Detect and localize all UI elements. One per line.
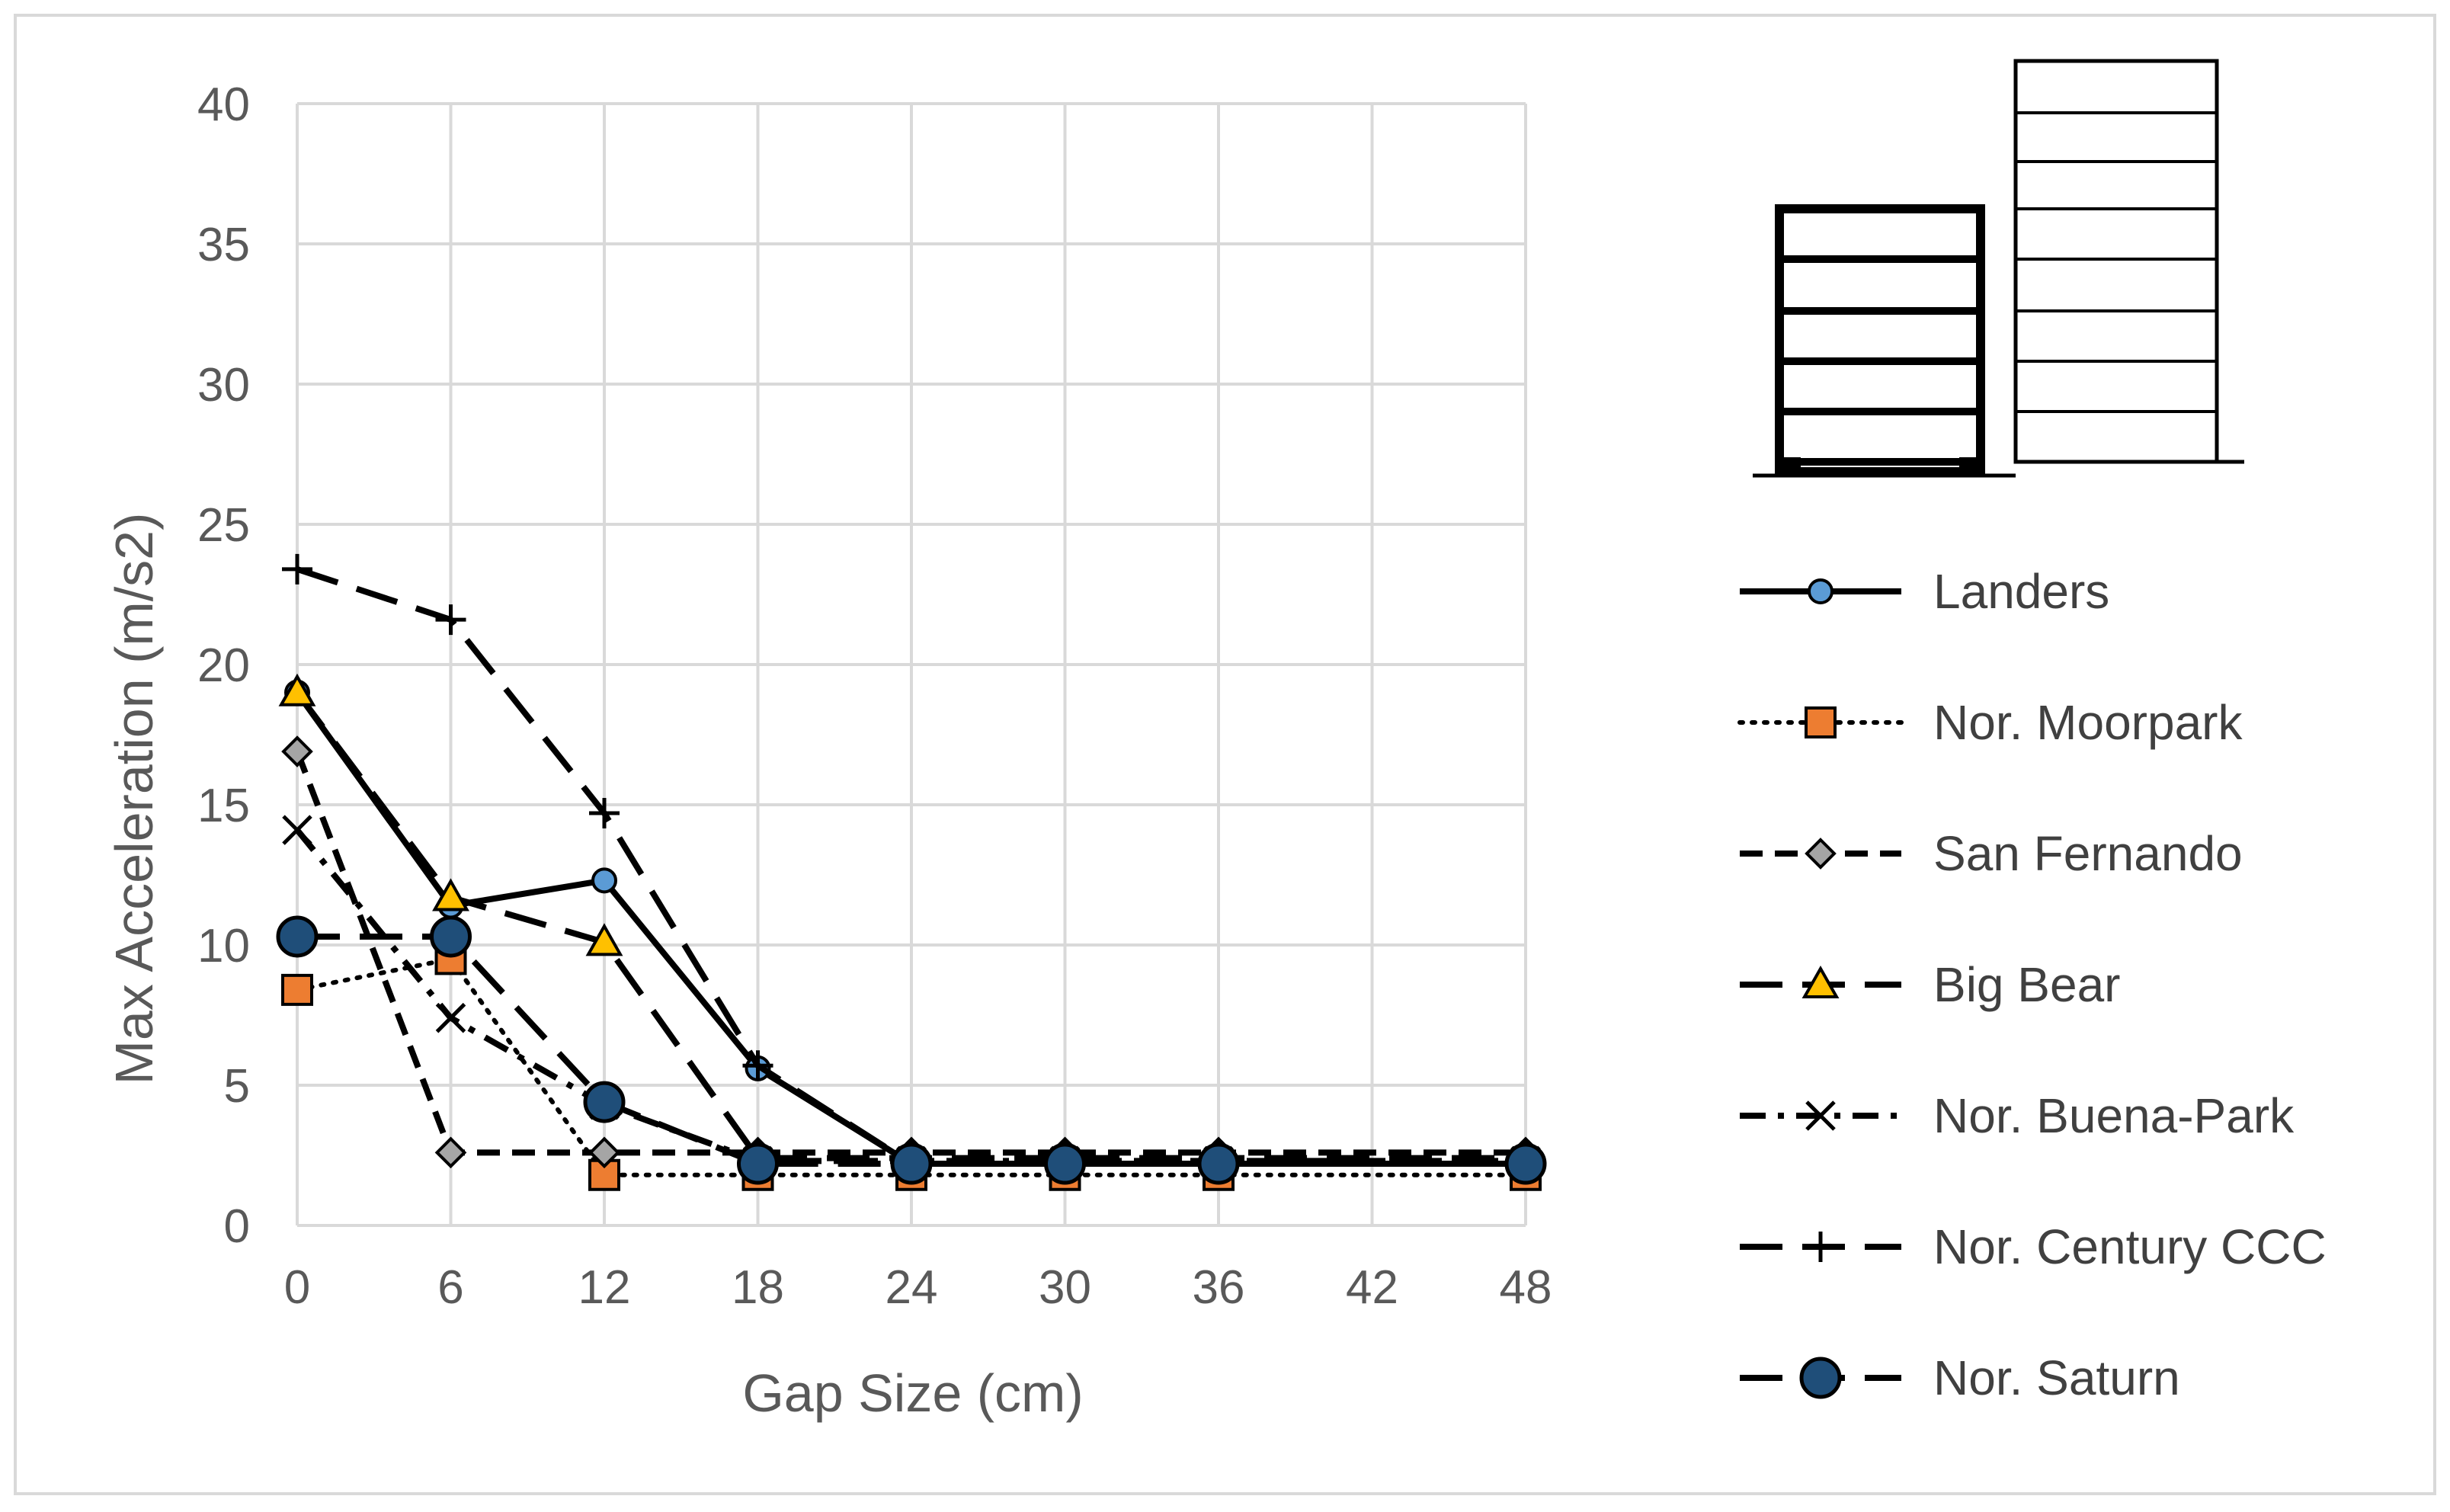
series-line-san-fernando bbox=[294, 750, 1526, 1156]
data-point-nor-saturn bbox=[1044, 1142, 1086, 1185]
data-point-nor-buena-park bbox=[282, 815, 312, 845]
data-point-nor-saturn bbox=[430, 915, 472, 958]
data-point-nor-buena-park bbox=[435, 1002, 466, 1033]
x-tick-label: 0 bbox=[284, 1261, 310, 1314]
data-point-big-bear bbox=[432, 878, 469, 911]
data-point-nor-century-ccc bbox=[742, 1050, 773, 1081]
series-line-nor-century-ccc bbox=[296, 566, 1526, 1168]
y-tick-label: 25 bbox=[197, 499, 250, 552]
data-point-landers bbox=[591, 867, 617, 894]
x-axis-ticks: 0 6 12 18 24 30 36 42 48 bbox=[284, 1261, 1552, 1314]
series-line-nor-saturn bbox=[297, 933, 1526, 1168]
y-tick-label: 0 bbox=[224, 1200, 250, 1253]
data-point-san-fernando bbox=[434, 1136, 467, 1169]
legend-marker-nor-century-ccc bbox=[1805, 1232, 1836, 1262]
legend-marker-nor-moorpark bbox=[1805, 706, 1837, 738]
building-diagram bbox=[1753, 59, 2244, 478]
legend-item-san-fernando: San Fernando bbox=[1740, 826, 2243, 881]
data-point-nor-saturn bbox=[890, 1142, 933, 1185]
legend: Landers Nor. Moorpark San Fernando Big Bear… bbox=[1737, 564, 2327, 1405]
data-point-big-bear bbox=[278, 673, 316, 706]
y-tick-label: 30 bbox=[197, 359, 250, 412]
short-building-base-block bbox=[1775, 457, 1801, 476]
y-tick-label: 40 bbox=[197, 78, 250, 131]
y-axis-title: Max Acceleration (m/s2) bbox=[104, 513, 164, 1085]
legend-label-nor-century-ccc: Nor. Century CCC bbox=[1933, 1219, 2327, 1274]
data-point-nor-buena-park-stroke bbox=[435, 1002, 466, 1033]
x-tick-label: 6 bbox=[437, 1261, 463, 1314]
data-point-san-fernando bbox=[588, 1136, 620, 1169]
legend-item-nor-moorpark: Nor. Moorpark bbox=[1737, 695, 2243, 750]
y-tick-label: 35 bbox=[197, 219, 250, 271]
data-point-nor-century-ccc bbox=[282, 553, 312, 585]
x-tick-label: 48 bbox=[1500, 1261, 1552, 1314]
data-point-nor-century-ccc bbox=[589, 798, 620, 829]
legend-marker-big-bear bbox=[1801, 965, 1840, 998]
data-point-nor-buena-park-stroke bbox=[282, 815, 312, 845]
legend-item-landers: Landers bbox=[1740, 564, 2109, 619]
x-tick-label: 24 bbox=[886, 1261, 938, 1314]
legend-label-nor-moorpark: Nor. Moorpark bbox=[1933, 695, 2243, 750]
x-axis-title: Gap Size (cm) bbox=[742, 1363, 1083, 1423]
legend-label-san-fernando: San Fernando bbox=[1933, 826, 2243, 881]
data-point-nor-saturn bbox=[1197, 1142, 1240, 1185]
legend-marker-nor-buena-park bbox=[1805, 1100, 1836, 1131]
series-nor-saturn bbox=[276, 915, 1547, 1185]
legend-item-nor-buena-park: Nor. Buena-Park bbox=[1740, 1088, 2295, 1143]
legend-item-nor-century-ccc: Nor. Century CCC bbox=[1740, 1219, 2327, 1274]
legend-label-nor-saturn: Nor. Saturn bbox=[1933, 1350, 2180, 1405]
data-point-nor-saturn bbox=[1504, 1142, 1547, 1185]
data-point-nor-saturn bbox=[276, 915, 319, 958]
x-tick-label: 36 bbox=[1193, 1261, 1245, 1314]
legend-item-nor-saturn: Nor. Saturn bbox=[1740, 1350, 2180, 1405]
x-tick-label: 30 bbox=[1039, 1261, 1091, 1314]
data-point-san-fernando bbox=[281, 735, 313, 767]
series-group bbox=[276, 553, 1547, 1191]
data-point-nor-saturn bbox=[737, 1142, 779, 1185]
legend-marker-san-fernando bbox=[1805, 838, 1837, 870]
legend-label-landers: Landers bbox=[1933, 564, 2109, 619]
short-building-base-block bbox=[1959, 457, 1985, 476]
x-tick-label: 12 bbox=[578, 1261, 631, 1314]
short-building-frame bbox=[1775, 204, 1985, 476]
legend-label-nor-buena-park: Nor. Buena-Park bbox=[1933, 1088, 2295, 1143]
legend-marker-nor-buena-park-stroke bbox=[1805, 1100, 1836, 1131]
x-tick-label: 18 bbox=[732, 1261, 784, 1314]
x-tick-label: 42 bbox=[1346, 1261, 1398, 1314]
data-point-big-bear bbox=[585, 923, 623, 956]
data-point-nor-moorpark bbox=[281, 973, 313, 1006]
grid-lines bbox=[296, 102, 1527, 1227]
data-point-nor-century-ccc bbox=[435, 604, 466, 636]
legend-label-big-bear: Big Bear bbox=[1933, 957, 2120, 1012]
y-tick-label: 5 bbox=[224, 1060, 250, 1113]
y-tick-label: 15 bbox=[197, 780, 250, 832]
y-tick-label: 10 bbox=[197, 920, 250, 972]
legend-marker-nor-saturn bbox=[1799, 1357, 1842, 1399]
data-point-nor-saturn bbox=[583, 1081, 626, 1123]
legend-marker-landers bbox=[1808, 578, 1833, 604]
series-line-nor-moorpark bbox=[295, 956, 1528, 1177]
tall-building-frame bbox=[2013, 59, 2219, 464]
y-tick-label: 20 bbox=[197, 639, 250, 692]
y-axis-ticks: 0 5 10 15 20 25 30 35 40 bbox=[197, 78, 250, 1253]
legend-item-big-bear: Big Bear bbox=[1740, 957, 2120, 1012]
